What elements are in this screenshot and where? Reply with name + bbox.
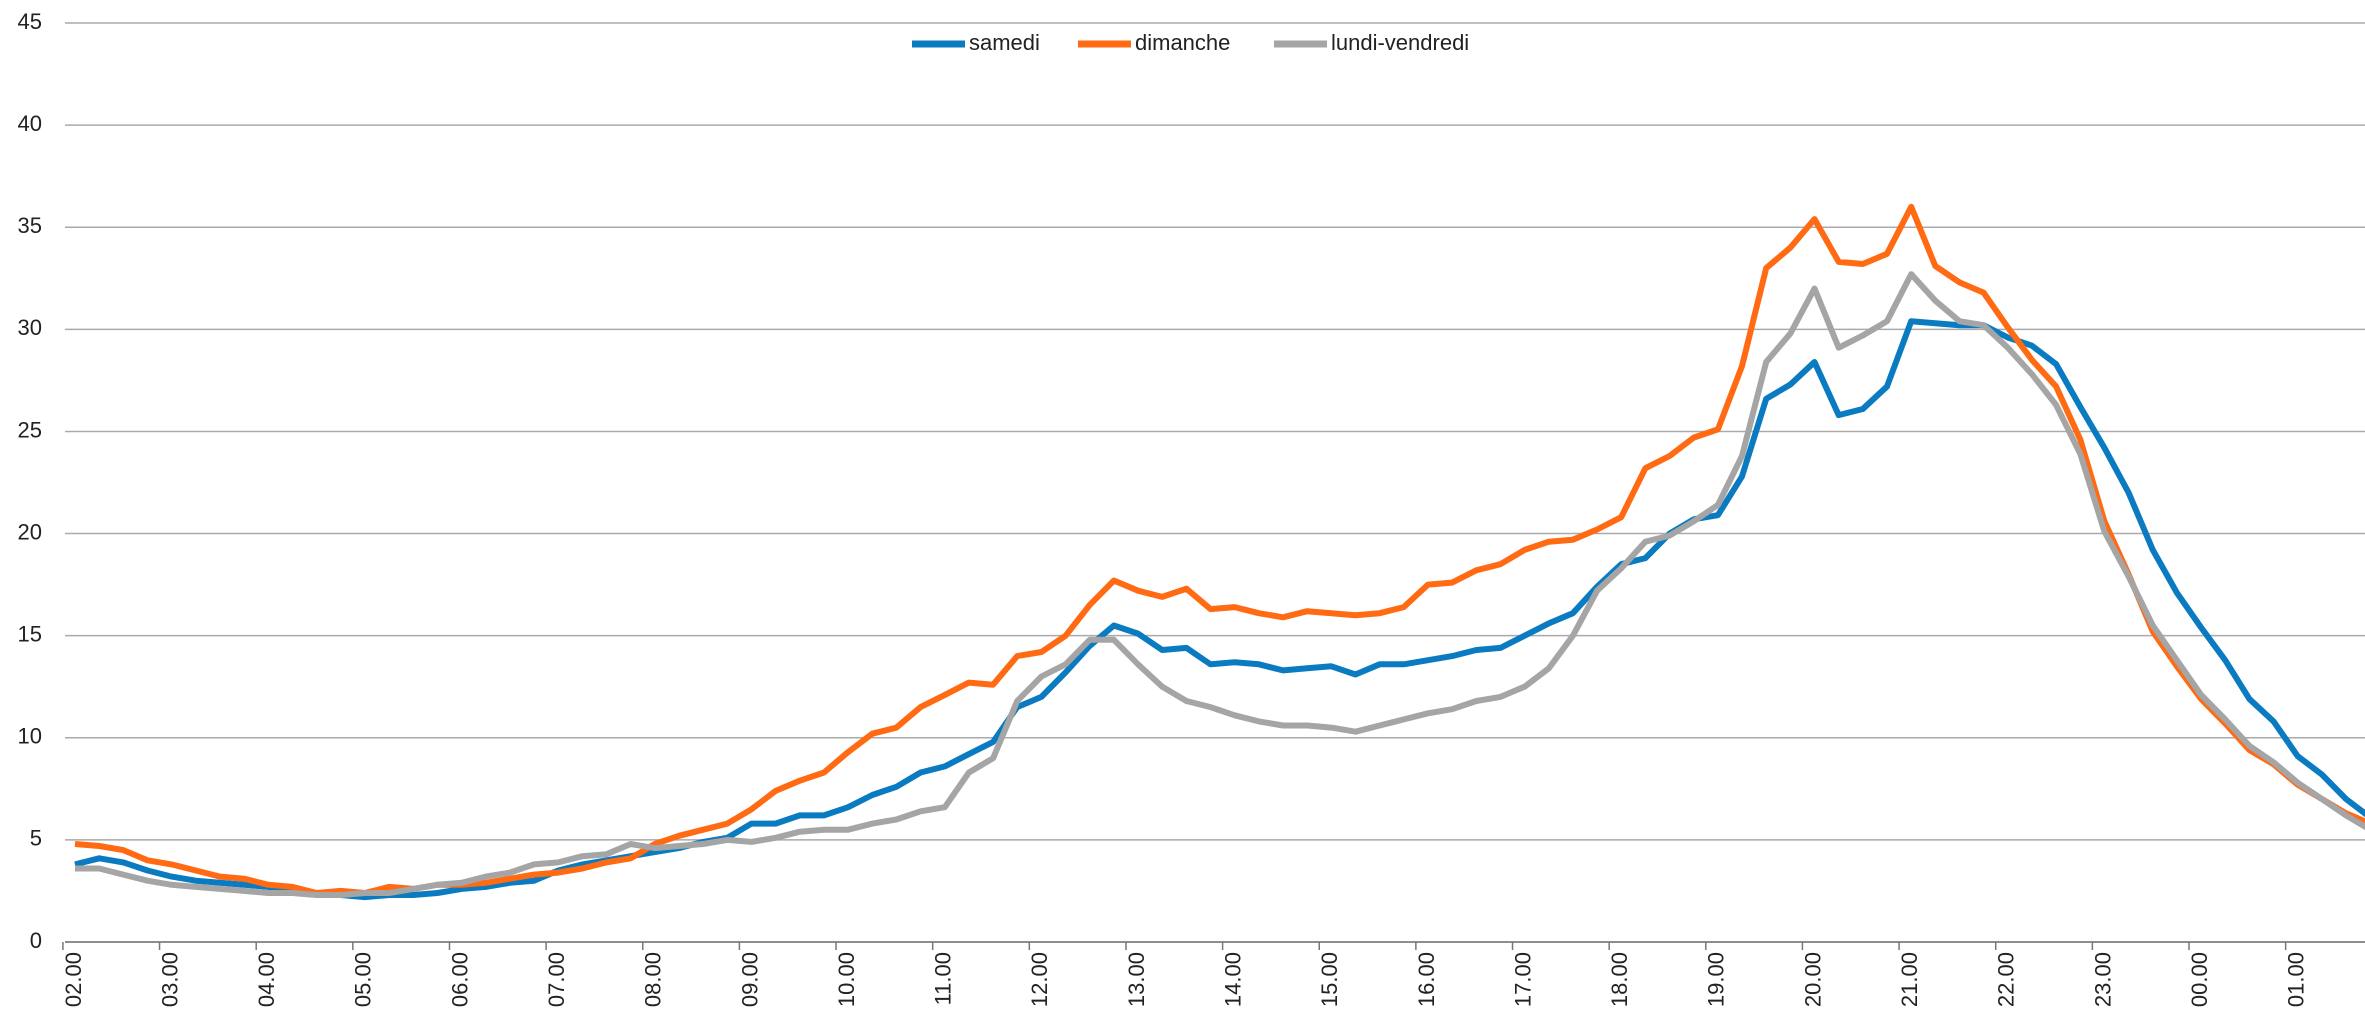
y-tick-label: 0	[30, 928, 42, 953]
y-tick-label: 30	[18, 315, 42, 340]
y-tick-label: 5	[30, 826, 42, 851]
x-tick-label: 08.00	[641, 952, 666, 1007]
y-tick-label: 15	[18, 621, 42, 646]
x-tick-label: 07.00	[544, 952, 569, 1007]
x-tick-label: 23.00	[2090, 952, 2115, 1007]
x-tick-label: 20.00	[1800, 952, 1825, 1007]
x-tick-label: 16.00	[1414, 952, 1439, 1007]
x-tick-label: 02.00	[61, 952, 86, 1007]
y-tick-label: 40	[18, 111, 42, 136]
x-tick-label: 04.00	[254, 952, 279, 1007]
x-tick-label: 09.00	[737, 952, 762, 1007]
legend-label: samedi	[969, 30, 1040, 55]
x-tick-label: 14.00	[1220, 952, 1245, 1007]
x-tick-label: 21.00	[1897, 952, 1922, 1007]
x-tick-label: 06.00	[447, 952, 472, 1007]
x-tick-label: 03.00	[157, 952, 182, 1007]
y-tick-label: 25	[18, 417, 42, 442]
x-tick-label: 13.00	[1124, 952, 1149, 1007]
x-tick-label: 00.00	[2187, 952, 2212, 1007]
x-tick-label: 10.00	[834, 952, 859, 1007]
y-tick-label: 45	[18, 9, 42, 34]
x-tick-label: 17.00	[1510, 952, 1535, 1007]
x-tick-label: 11.00	[931, 952, 956, 1005]
x-tick-label: 05.00	[351, 952, 376, 1007]
x-tick-label: 15.00	[1317, 952, 1342, 1007]
x-tick-label: 22.00	[1994, 952, 2019, 1007]
series-line	[75, 271, 2365, 898]
x-tick-label: 01.00	[2284, 952, 2309, 1007]
legend-label: lundi-vendredi	[1331, 30, 1469, 55]
legend-label: dimanche	[1135, 30, 1230, 55]
y-tick-label: 20	[18, 519, 42, 544]
series-line	[74, 203, 2365, 896]
x-tick-label: 18.00	[1607, 952, 1632, 1007]
x-tick-label: 19.00	[1704, 952, 1729, 1007]
y-tick-label: 10	[18, 724, 42, 749]
y-tick-label: 35	[18, 213, 42, 238]
x-tick-label: 12.00	[1027, 952, 1052, 1007]
